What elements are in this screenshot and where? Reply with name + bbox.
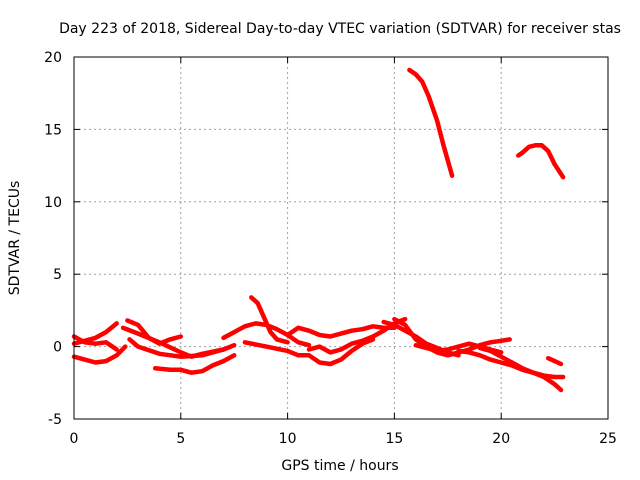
satellite-track-17-line [477,345,566,380]
grid-lines [74,57,608,419]
y-tick-label: 5 [53,267,62,283]
satellite-track-11-line [285,324,397,339]
satellite-track-2-line [71,334,119,352]
x-tick-label: 0 [70,431,79,447]
y-tick-label: -5 [48,412,62,428]
satellite-track-12-line [306,316,408,355]
y-tick-label: 15 [44,122,62,138]
data-series [71,67,566,393]
y-tick-label: 0 [53,340,62,356]
satellite-track-10-line [242,337,376,367]
satellite-track-7-line [152,353,237,375]
plot-frame [73,56,609,420]
y-tick-label: 10 [44,195,62,211]
satellite-track-18-line [545,355,564,367]
x-tick-label: 25 [599,431,617,447]
axis-ticks: 0 5 10 15 20 25 -5 0 5 10 15 20 [44,50,617,447]
x-tick-label: 20 [492,431,510,447]
x-axis-label: GPS time / hours [281,458,398,474]
x-tick-label: 5 [176,431,185,447]
x-tick-label: 10 [279,431,297,447]
satellite-track-3-line [71,344,128,365]
chart-title: Day 223 of 2018, Sidereal Day-to-day VTE… [59,21,621,37]
satellite-track-9-line [249,295,290,345]
satellite-track-5-line [125,318,184,346]
satellite-track-14-line [392,316,512,358]
satellite-track-19-line [407,67,455,178]
y-tick-label: 20 [44,50,62,66]
x-tick-label: 15 [385,431,403,447]
satellite-track-6-line [127,337,237,359]
satellite-track-16-line [456,348,564,393]
satellite-track-20-line [516,143,566,180]
y-axis-label: SDTVAR / TECUs [7,181,23,296]
